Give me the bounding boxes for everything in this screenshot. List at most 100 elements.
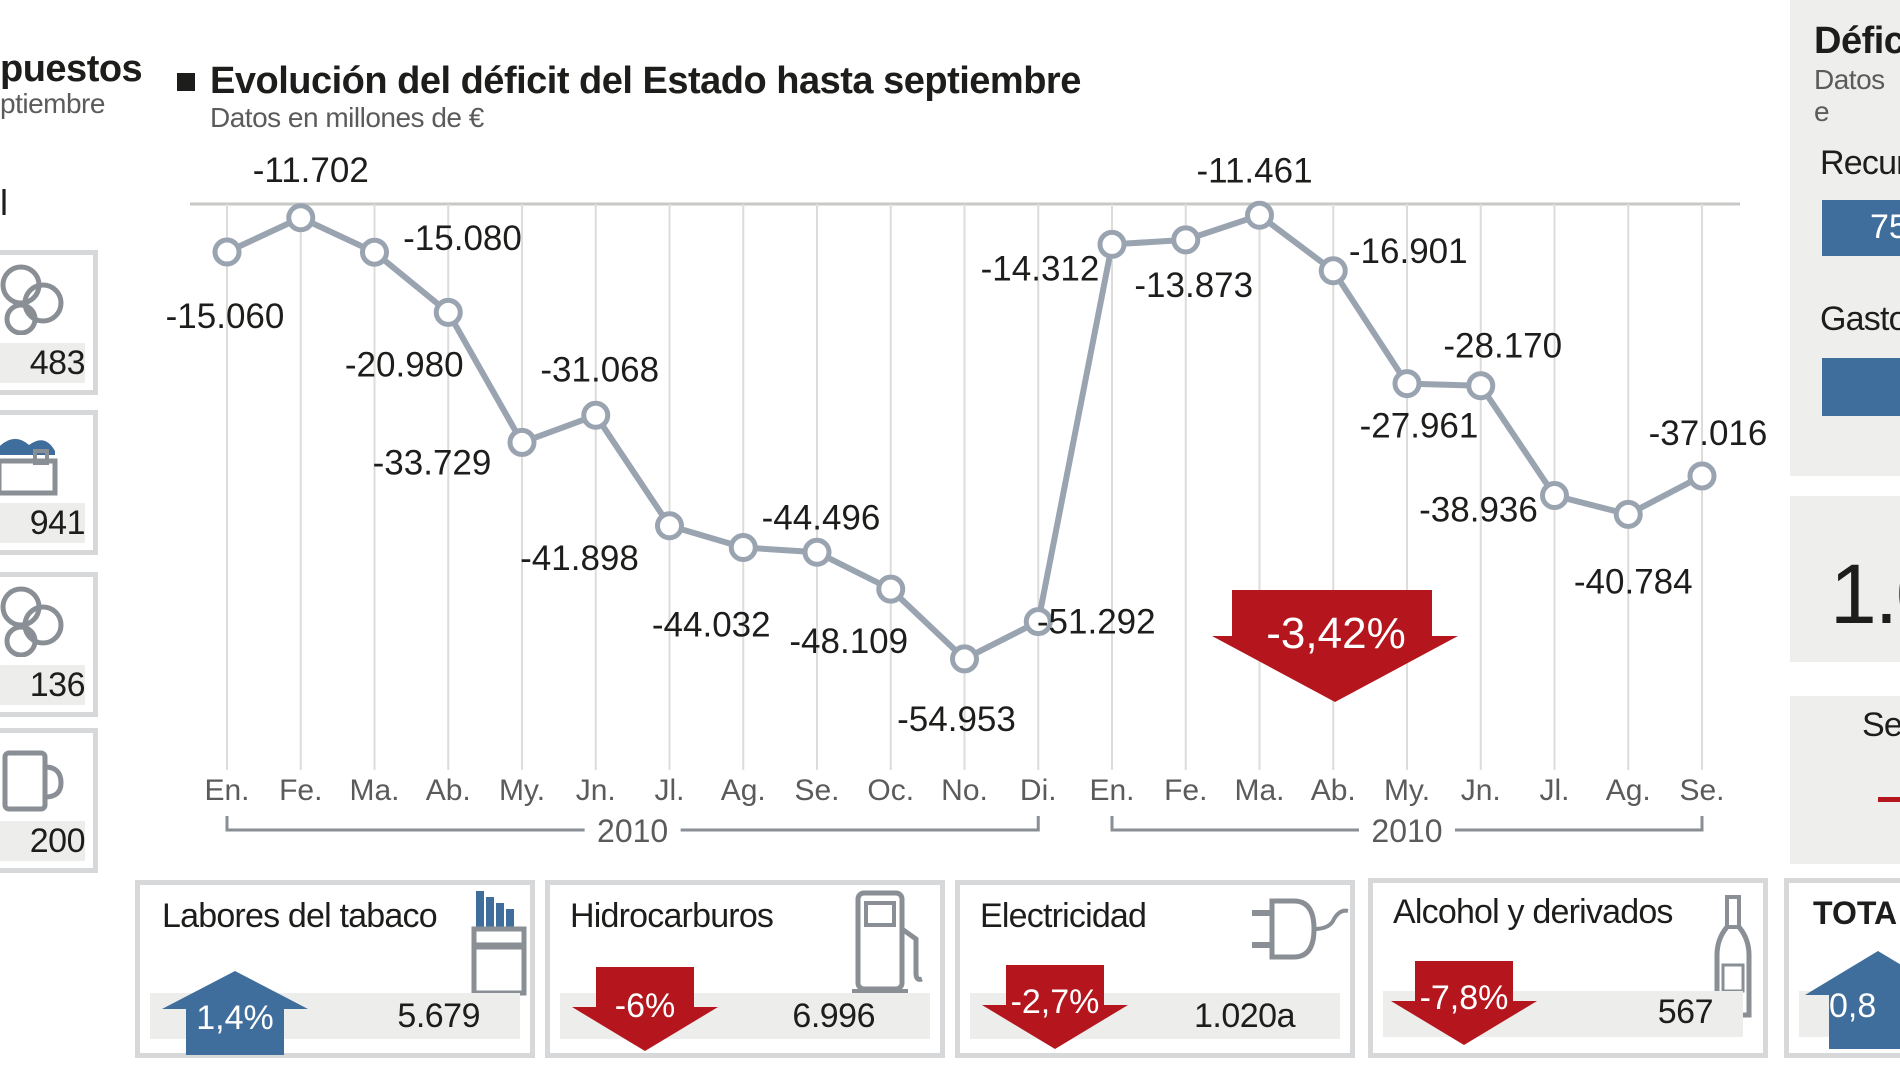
year-label-bg: [584, 808, 681, 852]
left-card-2: 941: [0, 410, 98, 555]
chart-title: Evolución del déficit del Estado hasta s…: [210, 60, 1081, 102]
down-arrow-icon: [982, 965, 1128, 1049]
data-label: -44.032: [652, 606, 771, 645]
data-point: [433, 297, 463, 327]
left-card-value: 941: [0, 503, 86, 543]
right-title-fragment: Défic: [1814, 20, 1900, 62]
data-point: [655, 511, 684, 541]
x-tick-label: Ma.: [349, 774, 399, 807]
data-point: [1613, 499, 1643, 529]
x-tick-label: My.: [1384, 774, 1430, 807]
data-label: -20.980: [345, 345, 464, 384]
coins-icon: [0, 586, 64, 657]
data-label: -28.170: [1443, 327, 1562, 366]
right-big-value: 1.0: [1830, 547, 1900, 641]
title-bullet: [177, 73, 195, 91]
cigarette-pack-icon: [471, 891, 527, 996]
data-point: [212, 237, 242, 267]
x-tick-label: Di.: [1020, 774, 1057, 807]
right-subtitle-fragment: Datos e: [1814, 64, 1885, 127]
down-arrow-icon: [572, 967, 718, 1051]
left-card-1: 483: [0, 250, 98, 395]
card-electricidad: Electricidad 1.020a -2,7%: [955, 880, 1355, 1058]
data-point: [950, 644, 979, 674]
card-change: -6%: [614, 987, 676, 1025]
right-panel-mid: [1790, 496, 1900, 662]
annotation-down-arrow: [1212, 590, 1458, 702]
data-label: -51.292: [1037, 603, 1156, 642]
card-change: 1,4%: [196, 999, 274, 1037]
data-point: [360, 237, 389, 267]
card-hidrocarburos: Hidrocarburos 6.996 -6%: [545, 880, 945, 1058]
right-item-3: Se: [1862, 706, 1900, 744]
data-label: -15.060: [166, 297, 285, 336]
x-tick-label: My.: [499, 774, 545, 807]
left-card-value: 200: [0, 821, 86, 861]
card-label: Electricidad: [980, 897, 1147, 935]
right-item-1: Recur: [1820, 144, 1900, 182]
data-point: [1540, 481, 1569, 511]
data-label: -44.496: [762, 498, 881, 537]
x-tick-label: Oc.: [867, 774, 914, 807]
left-card-value: 136: [0, 665, 86, 705]
data-label: -37.016: [1649, 414, 1768, 453]
x-tick-label: Ag.: [1606, 774, 1651, 807]
x-tick-label: Jl.: [655, 774, 685, 807]
data-label: -11.702: [253, 151, 369, 190]
data-point: [286, 203, 316, 233]
data-label: -27.961: [1360, 407, 1479, 446]
left-mark: l: [0, 182, 8, 223]
card-change: -2,7%: [1010, 983, 1100, 1021]
year-label: 2010: [1371, 813, 1442, 849]
fuel-pump-icon: [852, 890, 923, 997]
card-total: TOTA 0,8: [1784, 878, 1900, 1058]
chart-subtitle: Datos en millones de €: [210, 102, 484, 133]
data-label: -11.461: [1196, 151, 1312, 190]
data-point: [1023, 607, 1053, 637]
down-arrow-icon: [1391, 961, 1537, 1045]
x-tick-label: Fe.: [279, 774, 322, 807]
factory-icon: [0, 439, 58, 496]
data-label: -38.936: [1419, 491, 1538, 530]
data-label: -16.901: [1349, 232, 1468, 271]
data-point: [581, 400, 611, 430]
card-value: 567: [1657, 993, 1714, 1031]
card-label: Labores del tabaco: [162, 897, 438, 935]
data-label: -40.784: [1574, 562, 1693, 601]
x-tick-label: En.: [204, 774, 249, 807]
card-label: Alcohol y derivados: [1393, 893, 1673, 931]
plug-icon: [1252, 898, 1349, 960]
data-point: [876, 574, 906, 604]
right-bar-1-value: 75: [1870, 208, 1900, 246]
x-tick-label: Ab.: [1311, 774, 1356, 807]
card-label: Hidrocarburos: [570, 897, 774, 935]
right-panel-bottom: [1790, 696, 1900, 864]
card-tabaco: Labores del tabaco 5.679 1,4%: [135, 880, 535, 1058]
right-bar-1: [1822, 200, 1900, 256]
left-subtitle-fragment: ptiembre: [0, 88, 105, 119]
x-tick-label: Se.: [794, 774, 839, 807]
data-point: [1097, 229, 1127, 259]
year-label: 2010: [597, 813, 668, 849]
card-alcohol: Alcohol y derivados 567 -7,8%: [1368, 878, 1768, 1058]
x-tick-label: Jn.: [1461, 774, 1501, 807]
right-bar-2: [1822, 358, 1900, 416]
data-point: [802, 537, 832, 567]
data-point: [1245, 200, 1274, 230]
up-arrow-icon: [162, 971, 308, 1055]
data-label: -54.953: [897, 700, 1016, 739]
x-tick-label: Jl.: [1540, 774, 1570, 807]
card-label: TOTA: [1813, 895, 1898, 931]
annotation-label: -3,42%: [1266, 609, 1405, 658]
data-point: [1318, 256, 1348, 286]
data-label: -33.729: [373, 443, 492, 482]
data-label: -13.873: [1134, 266, 1253, 305]
left-card-4: 200: [0, 728, 98, 873]
card-value: 6.996: [792, 997, 875, 1035]
data-point: [728, 533, 758, 563]
x-tick-label: No.: [941, 774, 988, 807]
x-tick-label: Fe.: [1164, 774, 1207, 807]
x-tick-label: Ma.: [1234, 774, 1284, 807]
data-label: -41.898: [520, 539, 639, 578]
right-item-2: Gasto: [1820, 300, 1900, 338]
